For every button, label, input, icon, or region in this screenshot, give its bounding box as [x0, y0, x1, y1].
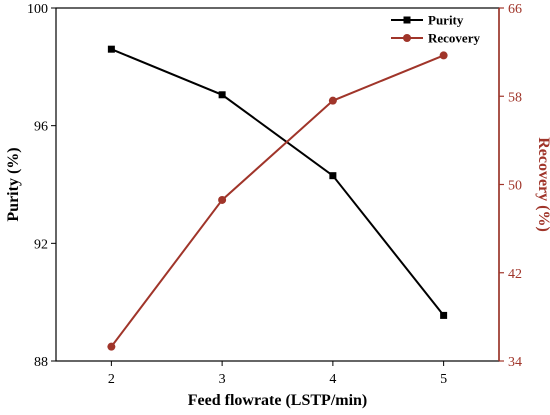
purity-data-point	[440, 311, 448, 319]
left-axis-title: Purity (%)	[5, 147, 22, 221]
purity-data-point	[218, 91, 226, 99]
x-axis-ticks: 2 3 4 5	[108, 361, 447, 387]
right-axis-ticks: 34 42 50 58 66	[499, 2, 522, 370]
recovery-data-point	[328, 96, 337, 105]
right-tick-label: 58	[508, 90, 522, 105]
legend-marker-purity	[403, 16, 411, 24]
x-tick-label: 4	[329, 372, 336, 387]
right-tick-label: 34	[508, 355, 522, 370]
x-tick-label: 2	[108, 372, 115, 387]
left-axis-ticks: 88 92 96 100	[27, 2, 56, 370]
purity-series-line	[110, 48, 445, 317]
recovery-data-point	[107, 342, 116, 351]
legend-item-recovery: Recovery	[391, 31, 480, 46]
recovery-series-line	[110, 54, 445, 348]
x-tick-label: 3	[219, 372, 226, 387]
left-tick-label: 96	[34, 120, 48, 135]
x-axis-title: Feed flowrate (LSTP/min)	[188, 392, 368, 409]
left-tick-label: 100	[27, 2, 48, 17]
left-tick-label: 88	[34, 355, 48, 370]
right-tick-label: 42	[508, 267, 522, 282]
legend-label-purity: Purity	[428, 13, 464, 28]
left-tick-label: 92	[34, 237, 48, 252]
right-axis-title: Recovery (%)	[535, 137, 550, 232]
legend: Purity Recovery	[391, 13, 480, 46]
series-layer	[107, 45, 448, 351]
recovery-data-point	[439, 51, 448, 60]
legend-marker-recovery	[403, 34, 411, 42]
purity-data-point	[107, 45, 115, 53]
right-tick-label: 50	[508, 179, 522, 194]
right-tick-label: 66	[508, 2, 522, 17]
legend-item-purity: Purity	[391, 13, 464, 28]
x-tick-label: 5	[440, 372, 447, 387]
recovery-data-point	[218, 195, 227, 204]
legend-label-recovery: Recovery	[428, 31, 480, 46]
purity-data-point	[329, 172, 337, 180]
